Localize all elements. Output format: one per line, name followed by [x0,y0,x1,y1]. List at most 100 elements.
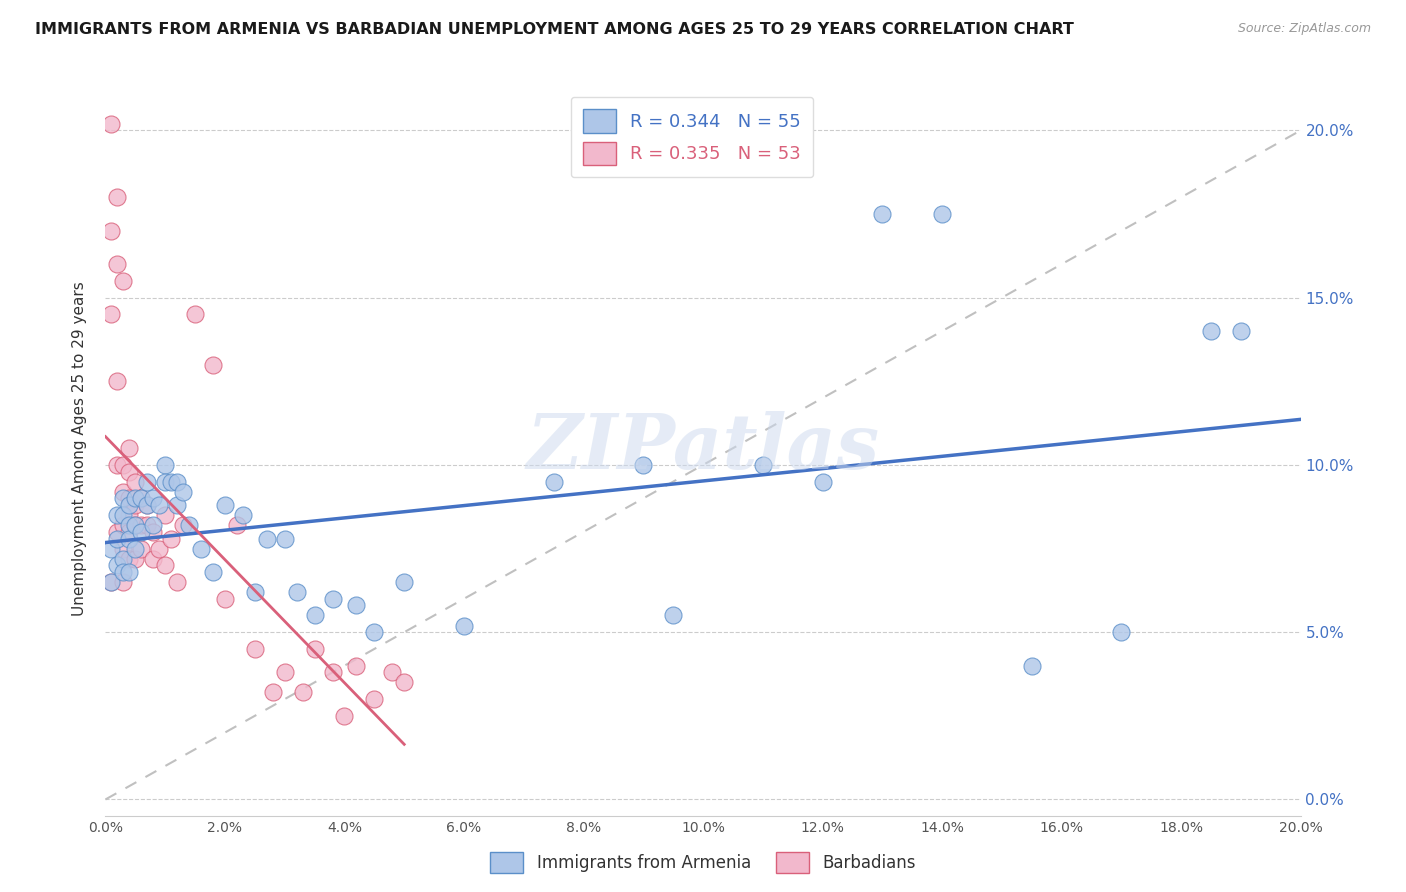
Point [112,551,135,566]
Point [214,591,236,606]
Point [751,458,773,472]
Point [118,532,141,546]
Point [1021,658,1043,673]
Point [107,374,129,388]
Point [190,541,212,556]
Point [811,475,834,489]
Point [1199,324,1222,338]
Point [107,190,129,204]
Point [129,518,153,533]
Point [304,642,326,657]
Point [160,532,183,546]
Point [256,532,278,546]
Text: IMMIGRANTS FROM ARMENIA VS BARBADIAN UNEMPLOYMENT AMONG AGES 25 TO 29 YEARS CORR: IMMIGRANTS FROM ARMENIA VS BARBADIAN UNE… [35,22,1074,37]
Text: Source: ZipAtlas.com: Source: ZipAtlas.com [1237,22,1371,36]
Point [124,518,146,533]
Point [124,498,146,512]
Point [112,508,135,522]
Point [142,491,165,506]
Point [136,518,159,533]
Point [107,532,129,546]
Point [107,458,129,472]
Point [166,475,188,489]
Point [381,665,404,680]
Point [112,518,135,533]
Point [129,541,153,556]
Point [129,524,153,539]
Point [118,518,141,533]
Point [124,475,146,489]
Point [155,558,177,573]
Point [100,307,122,321]
Point [1111,625,1133,640]
Point [129,491,153,506]
Point [662,608,685,623]
Point [166,574,188,589]
Point [931,207,953,221]
Point [112,484,135,499]
Text: ZIPatlas: ZIPatlas [526,411,880,485]
Point [112,491,135,506]
Point [124,541,146,556]
Point [262,685,284,699]
Point [273,532,295,546]
Point [118,465,141,479]
Point [214,498,236,512]
Point [112,565,135,579]
Point [112,541,135,556]
Point [321,591,344,606]
Point [112,274,135,288]
Point [107,524,129,539]
Point [543,475,565,489]
Point [118,524,141,539]
Point [112,574,135,589]
Point [346,599,368,613]
Point [100,541,122,556]
Point [118,565,141,579]
Point [142,524,165,539]
Point [172,518,194,533]
Point [136,475,159,489]
Point [155,475,177,489]
Point [107,558,129,573]
Point [118,508,141,522]
Point [202,565,225,579]
Point [243,585,266,599]
Point [142,518,165,533]
Point [363,625,385,640]
Point [124,518,146,533]
Point [333,708,356,723]
Point [232,508,254,522]
Point [304,608,326,623]
Point [136,498,159,512]
Point [160,475,183,489]
Point [453,618,475,632]
Point [148,541,170,556]
Point [118,441,141,455]
Point [633,458,655,472]
Point [100,224,122,238]
Point [124,551,146,566]
Point [225,518,249,533]
Point [107,257,129,271]
Point [172,484,194,499]
Point [142,551,165,566]
Point [321,665,344,680]
Point [148,498,170,512]
Point [291,685,314,699]
Point [124,491,146,506]
Point [118,498,141,512]
Point [100,117,122,131]
Point [872,207,894,221]
Point [1229,324,1253,338]
Point [118,491,141,506]
Point [136,498,159,512]
Point [129,491,153,506]
Point [243,642,266,657]
Y-axis label: Unemployment Among Ages 25 to 29 years: Unemployment Among Ages 25 to 29 years [72,281,87,615]
Point [394,675,416,690]
Point [184,307,207,321]
Point [107,508,129,522]
Point [363,692,385,706]
Point [118,551,141,566]
